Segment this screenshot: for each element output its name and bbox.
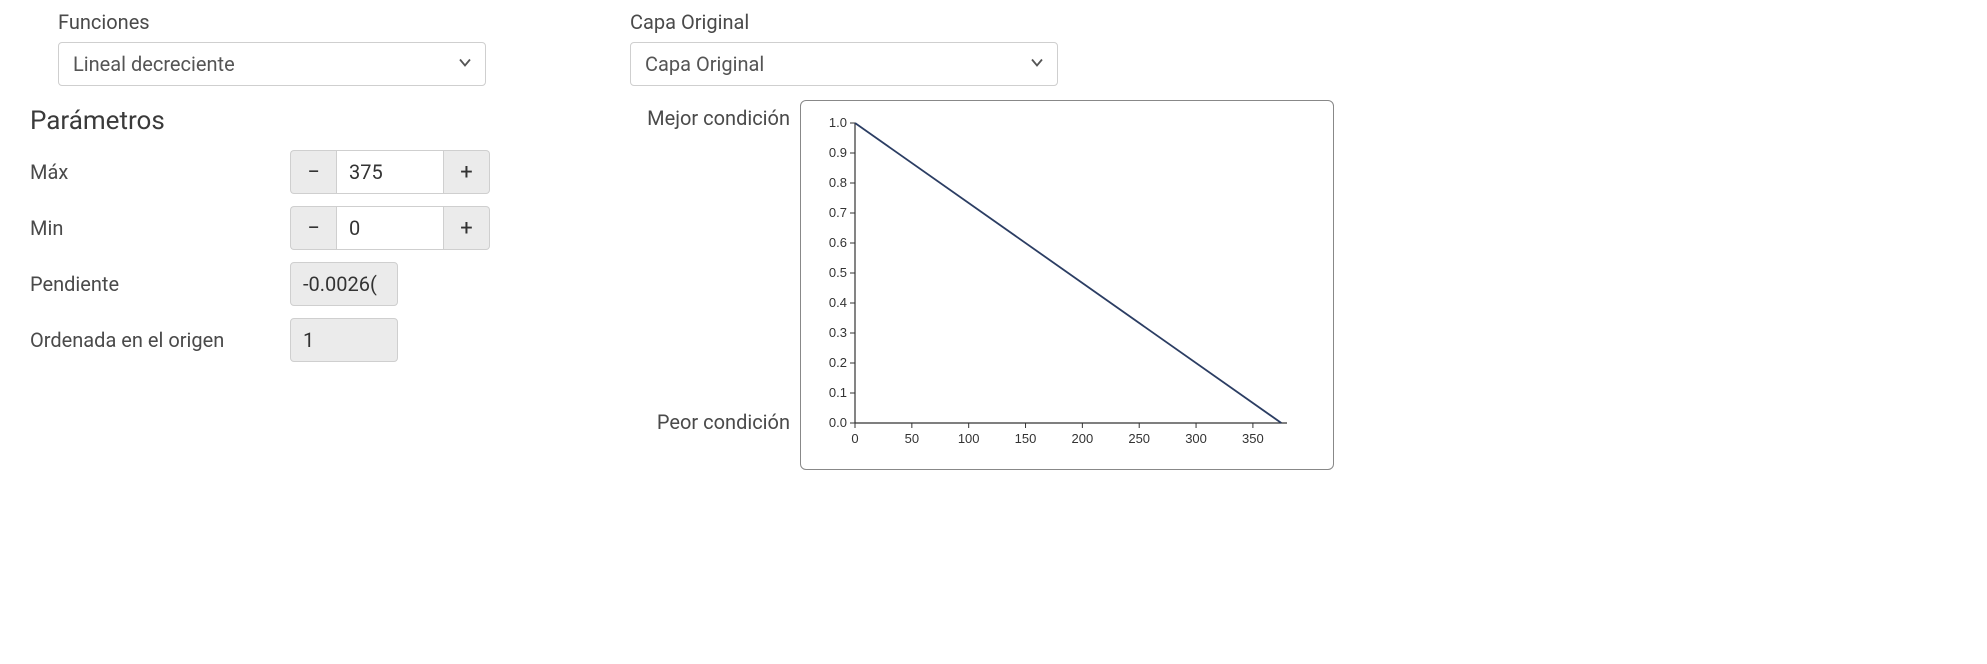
minus-icon: −: [307, 160, 320, 185]
svg-text:250: 250: [1128, 431, 1150, 446]
ordenada-value: 1: [303, 328, 314, 352]
capa-select[interactable]: Capa Original: [630, 42, 1058, 86]
parametros-title: Parámetros: [30, 106, 530, 136]
min-decrement-button[interactable]: −: [290, 206, 336, 250]
max-decrement-button[interactable]: −: [290, 150, 336, 194]
chart-panel: Capa Original Capa Original Mejor condic…: [630, 10, 1350, 470]
ordenada-label: Ordenada en el origen: [30, 327, 290, 353]
funciones-selected: Lineal decreciente: [73, 52, 235, 76]
max-input[interactable]: 375: [336, 150, 444, 194]
svg-text:100: 100: [958, 431, 980, 446]
pendiente-label: Pendiente: [30, 271, 290, 297]
ordenada-input[interactable]: 1: [290, 318, 398, 362]
funciones-select[interactable]: Lineal decreciente: [58, 42, 486, 86]
parameters-panel: Funciones Lineal decreciente Parámetros …: [30, 10, 530, 374]
svg-text:150: 150: [1015, 431, 1037, 446]
svg-text:0.3: 0.3: [829, 325, 847, 340]
pendiente-input[interactable]: -0.0026(: [290, 262, 398, 306]
svg-text:0.1: 0.1: [829, 385, 847, 400]
pendiente-value: -0.0026(: [303, 272, 377, 296]
svg-text:0.5: 0.5: [829, 265, 847, 280]
max-stepper: − 375 +: [290, 150, 490, 194]
worst-condition-label: Peor condición: [657, 410, 790, 434]
plus-icon: +: [460, 216, 472, 241]
plus-icon: +: [460, 160, 472, 185]
funciones-label: Funciones: [30, 10, 530, 34]
svg-text:0: 0: [851, 431, 858, 446]
condition-axis-labels: Mejor condición Peor condición: [630, 100, 800, 462]
svg-text:350: 350: [1242, 431, 1264, 446]
min-stepper: − 0 +: [290, 206, 490, 250]
svg-text:0.7: 0.7: [829, 205, 847, 220]
function-chart: 0.0 0.1 0.2 0.3 0.4 0.5 0.6 0.7 0.8 0.9 1.0 0 50 100 1…: [800, 100, 1334, 470]
max-value: 375: [349, 160, 383, 184]
minus-icon: −: [307, 216, 320, 241]
svg-text:0.4: 0.4: [829, 295, 847, 310]
svg-text:0.6: 0.6: [829, 235, 847, 250]
svg-text:0.0: 0.0: [829, 415, 847, 430]
svg-text:50: 50: [905, 431, 919, 446]
min-input[interactable]: 0: [336, 206, 444, 250]
max-label: Máx: [30, 159, 290, 185]
svg-text:300: 300: [1185, 431, 1207, 446]
chart-svg: 0.0 0.1 0.2 0.3 0.4 0.5 0.6 0.7 0.8 0.9 1.0 0 50 100 1…: [815, 115, 1315, 455]
capa-label: Capa Original: [630, 10, 1350, 34]
capa-selected: Capa Original: [645, 52, 764, 76]
svg-text:0.2: 0.2: [829, 355, 847, 370]
svg-text:1.0: 1.0: [829, 115, 847, 130]
svg-text:200: 200: [1072, 431, 1094, 446]
min-increment-button[interactable]: +: [444, 206, 490, 250]
min-label: Min: [30, 215, 290, 241]
min-value: 0: [349, 216, 360, 240]
best-condition-label: Mejor condición: [647, 106, 790, 130]
svg-text:0.9: 0.9: [829, 145, 847, 160]
max-increment-button[interactable]: +: [444, 150, 490, 194]
svg-text:0.8: 0.8: [829, 175, 847, 190]
